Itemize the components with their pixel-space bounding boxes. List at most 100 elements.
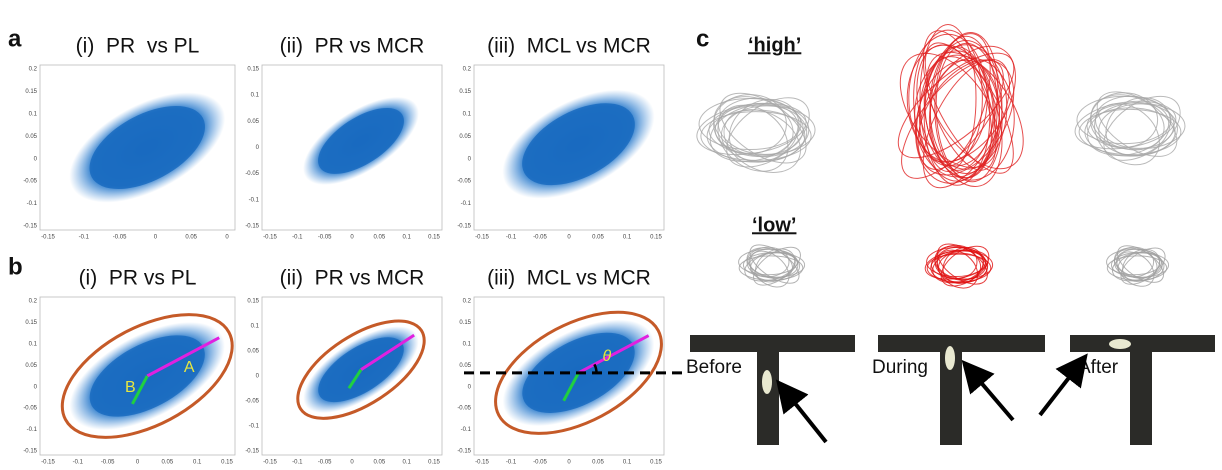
trajectory-loop bbox=[930, 252, 988, 284]
y-tick-label: 0.2 bbox=[29, 299, 38, 305]
trajectory-loop bbox=[923, 56, 1003, 187]
trajectory-loop bbox=[899, 52, 999, 169]
scatter-cloud bbox=[522, 103, 635, 186]
y-tick-label: 0 bbox=[256, 374, 260, 380]
y-tick-label: -0.05 bbox=[245, 171, 259, 177]
panel-label: c bbox=[696, 25, 709, 52]
x-tick-label: 0.15 bbox=[221, 460, 233, 465]
plot-frame bbox=[473, 64, 665, 231]
trajectory-loop bbox=[1122, 248, 1161, 282]
plot-title: (i) PR vs PL bbox=[79, 267, 197, 290]
x-tick-label: 0.15 bbox=[650, 235, 662, 241]
panel-label: a bbox=[8, 25, 22, 52]
minor-axis bbox=[347, 368, 363, 390]
y-tick-label: -0.15 bbox=[23, 224, 37, 230]
y-tick-label: -0.15 bbox=[245, 224, 259, 230]
plot-title: (iii) MCL vs MCR bbox=[487, 267, 651, 290]
y-tick-label: 0.15 bbox=[247, 299, 259, 305]
maze-stem bbox=[1130, 352, 1152, 445]
y-tick-label: 0 bbox=[34, 156, 38, 162]
x-tick-label: -0.05 bbox=[318, 235, 332, 241]
x-tick-label: 0.1 bbox=[402, 235, 411, 241]
x-tick-label: -0.15 bbox=[41, 235, 55, 241]
y-tick-label: 0.15 bbox=[247, 67, 259, 73]
x-tick-label: -0.15 bbox=[263, 460, 277, 465]
y-tick-label: -0.1 bbox=[27, 427, 38, 433]
y-tick-label: 0 bbox=[256, 145, 260, 151]
y-tick-label: 0.05 bbox=[459, 134, 471, 140]
trajectory-loop bbox=[922, 30, 997, 171]
trajectory-loop bbox=[926, 51, 1024, 170]
x-tick-label: 0 bbox=[567, 235, 571, 241]
low-label: ‘low’ bbox=[752, 214, 796, 236]
arrow bbox=[776, 379, 828, 444]
trajectory-loop bbox=[1074, 100, 1177, 150]
y-tick-label: -0.1 bbox=[461, 201, 472, 207]
angle-arc bbox=[593, 363, 598, 373]
y-tick-label: -0.1 bbox=[461, 427, 472, 433]
x-tick-label: 0 bbox=[136, 460, 140, 465]
scatter-cloud bbox=[318, 107, 404, 174]
y-tick-label: 0 bbox=[34, 384, 38, 390]
x-tick-label: -0.15 bbox=[41, 460, 55, 465]
maze-stem bbox=[940, 352, 962, 445]
mouse bbox=[1109, 339, 1131, 349]
maze-bar bbox=[1070, 335, 1215, 352]
plot-frame bbox=[473, 296, 665, 456]
plot-frame bbox=[39, 296, 236, 456]
y-tick-label: 0 bbox=[468, 156, 472, 162]
y-tick-label: -0.1 bbox=[27, 201, 38, 207]
x-tick-label: 0.05 bbox=[373, 235, 385, 241]
x-tick-label: 0 bbox=[350, 235, 354, 241]
plot-frame bbox=[261, 296, 443, 456]
y-tick-label: 0.2 bbox=[463, 299, 472, 305]
y-tick-label: -0.1 bbox=[249, 197, 260, 203]
plots: (i) PR vs PL -0.15 -0.1 -0.05 0 0.05 0 0.2 0.15 0… bbox=[23, 35, 684, 466]
y-tick-label: -0.1 bbox=[249, 424, 260, 430]
y-tick-label: 0.1 bbox=[251, 93, 260, 99]
y-tick-label: 0.1 bbox=[463, 341, 472, 347]
y-tick-label: -0.15 bbox=[245, 449, 259, 455]
axis-label: A bbox=[184, 359, 195, 376]
y-tick-label: -0.15 bbox=[457, 224, 471, 230]
trajectory-loop bbox=[934, 35, 998, 179]
plot-title: (iii) MCL vs MCR bbox=[487, 35, 651, 58]
maze-stem bbox=[757, 352, 779, 445]
plot-frame bbox=[39, 64, 236, 231]
trajectory-loop bbox=[919, 24, 977, 172]
mouse bbox=[945, 346, 955, 370]
trajectory-loop bbox=[913, 29, 983, 167]
y-tick-label: 0.1 bbox=[251, 324, 260, 330]
trajectory-loop bbox=[924, 42, 1014, 174]
y-tick-label: 0.15 bbox=[459, 89, 471, 95]
trajectory-loop bbox=[923, 46, 991, 186]
major-axis bbox=[360, 333, 415, 371]
minor-axis bbox=[131, 375, 149, 405]
y-tick-label: -0.05 bbox=[23, 179, 37, 185]
y-tick-label: 0.2 bbox=[29, 67, 38, 73]
y-tick-label: 0.1 bbox=[463, 111, 472, 117]
trajectory-loop bbox=[1084, 107, 1176, 157]
theta-label: θ bbox=[603, 348, 612, 365]
fit-ellipse bbox=[60, 313, 234, 439]
trajectory-loop bbox=[708, 104, 816, 156]
photo-label: After bbox=[1078, 357, 1119, 378]
trajectory-loop bbox=[748, 248, 799, 278]
fit-ellipse bbox=[296, 319, 426, 420]
major-axis bbox=[146, 336, 220, 378]
x-tick-label: -0.1 bbox=[73, 460, 84, 465]
x-tick-label: 0.15 bbox=[428, 235, 440, 241]
x-tick-label: -0.1 bbox=[79, 235, 90, 241]
y-tick-label: 0.05 bbox=[459, 363, 471, 369]
x-tick-label: -0.15 bbox=[475, 460, 489, 465]
high-label: ‘high’ bbox=[748, 34, 801, 56]
trajectory-loop bbox=[754, 248, 796, 283]
mouse bbox=[762, 370, 772, 394]
x-tick-label: -0.05 bbox=[101, 460, 115, 465]
trajectory-loop bbox=[714, 102, 810, 158]
maze-bar bbox=[878, 335, 1045, 352]
trajectory-loop bbox=[749, 250, 790, 288]
y-tick-label: 0.15 bbox=[25, 89, 37, 95]
plot-title: (i) PR vs PL bbox=[76, 35, 200, 58]
